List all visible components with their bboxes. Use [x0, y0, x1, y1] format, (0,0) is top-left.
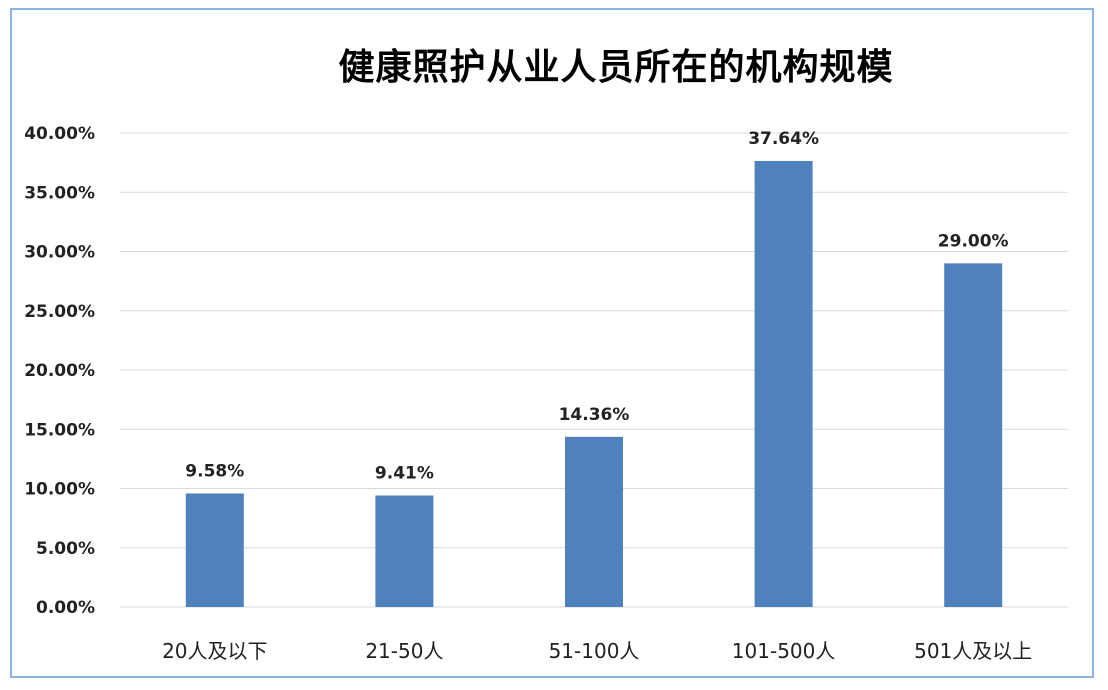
x-category-label: 501人及以上	[914, 639, 1032, 663]
y-tick-label: 15.00%	[24, 420, 95, 440]
y-tick-label: 35.00%	[24, 183, 95, 203]
bar	[944, 263, 1003, 607]
y-tick-label: 10.00%	[24, 480, 95, 500]
y-tick-label: 5.00%	[36, 539, 95, 559]
y-tick-label: 25.00%	[24, 302, 95, 322]
data-label: 9.58%	[185, 461, 244, 481]
data-label: 14.36%	[559, 405, 630, 425]
bar	[375, 495, 434, 607]
bars	[185, 160, 1003, 607]
data-label: 29.00%	[938, 231, 1009, 251]
chart-title: 健康照护从业人员所在的机构规模	[338, 46, 894, 88]
y-axis-ticks: 0.00% 5.00% 10.00% 15.00% 20.00% 25.00% 30.00%…	[24, 124, 95, 618]
bar	[565, 436, 623, 607]
bar	[185, 493, 244, 607]
data-label: 37.64%	[748, 129, 819, 149]
x-category-label: 21-50人	[365, 639, 443, 663]
x-category-label: 51-100人	[549, 639, 640, 663]
x-category-label: 20人及以下	[162, 639, 267, 663]
x-axis-categories: 20人及以下 21-50人 51-100人 101-500人 501人及以上	[162, 639, 1032, 663]
y-tick-label: 0.00%	[36, 598, 95, 618]
x-category-label: 101-500人	[732, 639, 836, 663]
y-tick-label: 40.00%	[24, 124, 95, 144]
y-tick-label: 20.00%	[24, 361, 95, 381]
bar	[754, 160, 813, 607]
data-label: 9.41%	[375, 463, 434, 483]
y-tick-label: 30.00%	[24, 243, 95, 263]
data-labels: 9.58% 9.41% 14.36% 37.64% 29.00%	[185, 129, 1008, 484]
